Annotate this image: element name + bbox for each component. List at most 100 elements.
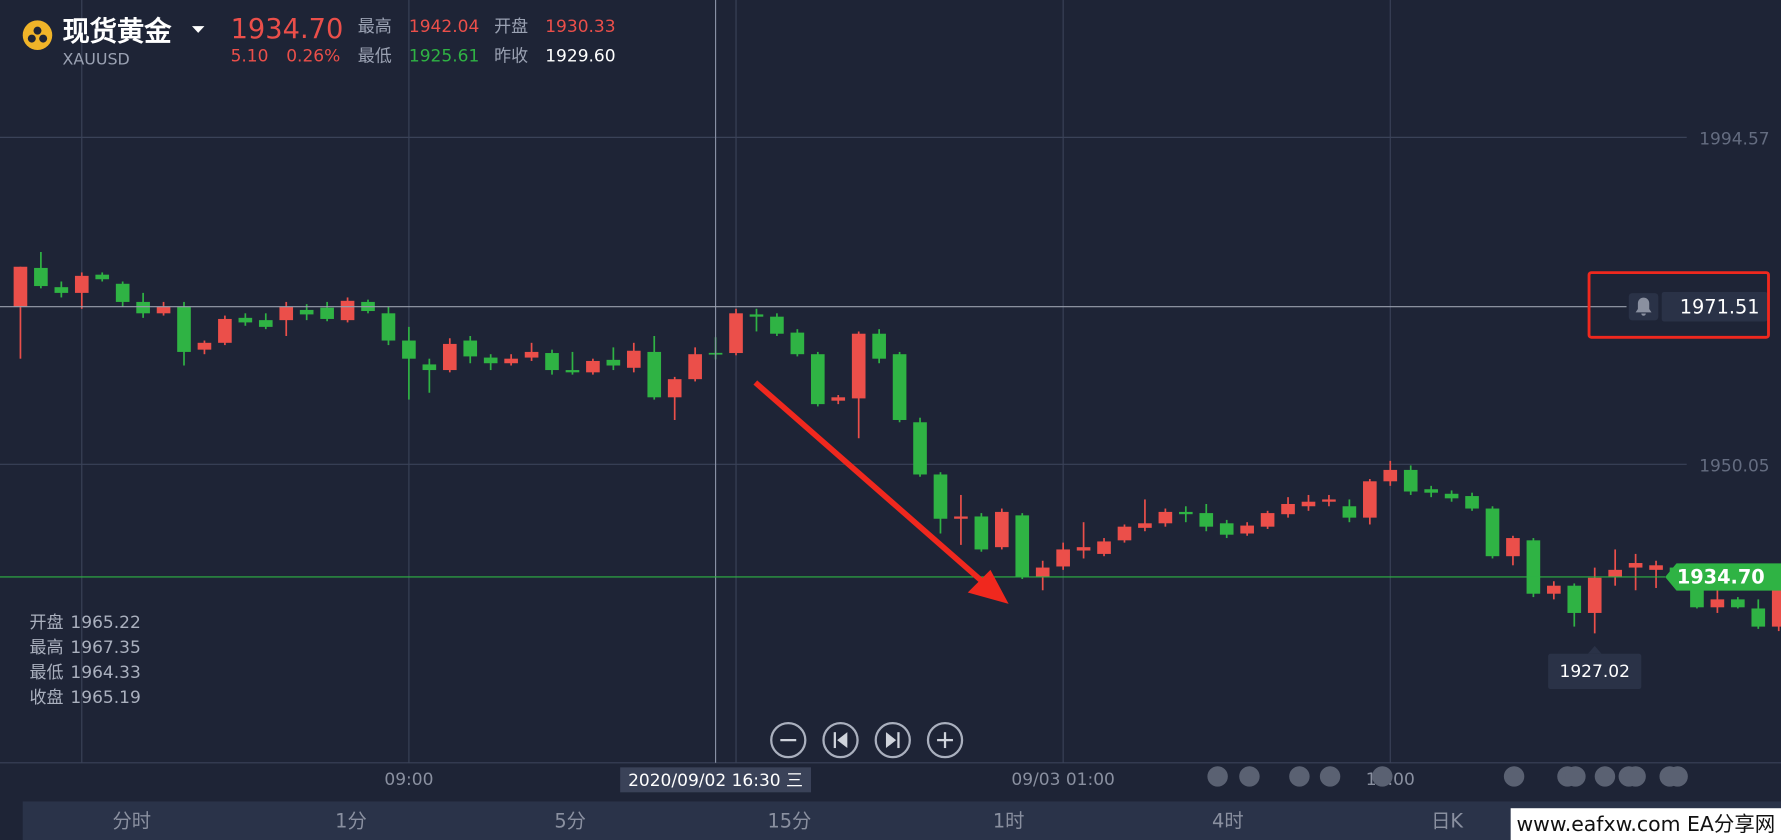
candle-body — [1690, 587, 1704, 608]
symbol: XAUUSD — [62, 50, 129, 69]
candle-body — [810, 354, 825, 405]
candle-body — [197, 342, 212, 350]
candle-body — [565, 370, 580, 373]
candle-body — [1199, 513, 1214, 527]
ohlc-value: 1967.35 — [70, 638, 140, 658]
instrument-name[interactable]: 现货黄金 — [62, 15, 172, 47]
price-tag-label: 1934.70 — [1677, 566, 1765, 589]
low-marker-pointer — [1587, 645, 1602, 654]
candle-body — [1731, 599, 1745, 608]
candle-body — [422, 364, 437, 371]
candle-body — [831, 397, 846, 401]
x-tick-label: 09:00 — [384, 770, 433, 790]
candle-body — [1567, 585, 1582, 613]
candle-body — [1526, 540, 1541, 594]
bell-icon — [1635, 297, 1652, 316]
candle-body — [1281, 503, 1295, 515]
candle-body — [954, 516, 968, 519]
candle-body — [729, 313, 743, 354]
timeframe-tab[interactable]: 日K — [1431, 809, 1464, 832]
candle-body — [156, 306, 171, 314]
candle-body — [34, 267, 48, 287]
stat-value: 1929.60 — [545, 47, 615, 67]
candle-body — [402, 340, 416, 359]
crosshair-label-bg — [620, 767, 811, 793]
candle-body — [1363, 481, 1377, 518]
dropdown-arrow[interactable] — [191, 26, 205, 33]
stats: 最高 1942.04 开盘 1930.33 最低 1925.61 昨收 1929.60 — [358, 17, 616, 67]
zoom-out-button[interactable] — [770, 721, 807, 759]
stat-value: 1930.33 — [545, 17, 615, 37]
candle-body — [524, 351, 539, 358]
candle-body — [442, 343, 457, 371]
alert-price: 1971.51 — [1680, 295, 1760, 318]
zoom-in-button[interactable] — [926, 721, 964, 759]
change: 5.10 — [231, 47, 269, 67]
candle-body — [913, 422, 927, 475]
stat-label: 开盘 — [494, 17, 528, 37]
event-dots — [1207, 766, 1688, 787]
candle-body — [667, 379, 682, 398]
candle-body — [1015, 515, 1030, 577]
candle-body — [238, 317, 253, 323]
candle-body — [1710, 599, 1725, 608]
last-button[interactable] — [874, 721, 911, 759]
stat-label: 最低 — [358, 47, 392, 67]
candle-body — [218, 318, 232, 343]
tab-bar — [22, 801, 1781, 840]
candle-body — [136, 301, 150, 314]
candle-body — [1342, 506, 1357, 518]
candle-body — [1097, 541, 1111, 554]
timeframe-tab[interactable]: 5分 — [554, 809, 586, 832]
ohlc-field: 收盘 — [30, 688, 64, 708]
candle-body — [1485, 508, 1500, 557]
timeframe-tab[interactable]: 15分 — [767, 809, 811, 832]
candle-body — [381, 313, 396, 341]
timeframe-tab[interactable]: 分时 — [112, 809, 151, 832]
candle-body — [1403, 469, 1418, 492]
candle-body — [586, 360, 600, 373]
candle-body — [1138, 523, 1152, 528]
ohlc-value: 1965.22 — [70, 613, 140, 633]
candle-body — [1179, 511, 1193, 515]
timeframe-tab[interactable]: 1分 — [335, 809, 367, 832]
first-button[interactable] — [822, 721, 859, 759]
y-tick-label: 1994.57 — [1699, 130, 1769, 150]
candle-body — [279, 306, 294, 321]
stat-value: 1925.61 — [409, 47, 479, 67]
timeframe-tab[interactable]: 1时 — [993, 809, 1025, 832]
candle-body — [115, 283, 130, 302]
candle-body — [1240, 525, 1254, 534]
candle-body — [1117, 526, 1132, 541]
candle-body — [1424, 489, 1438, 493]
candle-body — [1608, 569, 1622, 577]
gold-icon-dot — [39, 34, 48, 43]
candle-body — [626, 350, 641, 368]
ohlc-value: 1964.33 — [70, 663, 140, 683]
candle-body — [1035, 567, 1050, 577]
crosshair-label: 2020/09/02 16:30 三 — [628, 771, 803, 791]
price-tag — [1665, 563, 1781, 591]
candle-body — [54, 287, 69, 293]
candle-body — [1158, 511, 1173, 524]
candle-body — [1587, 577, 1602, 613]
candle-body — [1771, 576, 1781, 627]
candle-body — [177, 306, 191, 352]
stat-label: 昨收 — [494, 47, 528, 67]
ohlc-field: 开盘 — [30, 613, 64, 633]
candle-body — [13, 266, 28, 307]
candle-body — [258, 320, 273, 327]
timeframe-tab[interactable]: 4时 — [1212, 809, 1244, 832]
candle-body — [483, 357, 498, 364]
watermark-bg — [1510, 808, 1781, 840]
candle-body — [1322, 499, 1336, 502]
candle-body — [1506, 538, 1520, 557]
candle-body — [1301, 501, 1316, 507]
candle-body — [994, 511, 1009, 548]
low-marker-bg — [1548, 653, 1642, 689]
candle-body — [299, 309, 314, 315]
candle-body — [790, 332, 805, 355]
highlight-box — [1587, 271, 1770, 339]
